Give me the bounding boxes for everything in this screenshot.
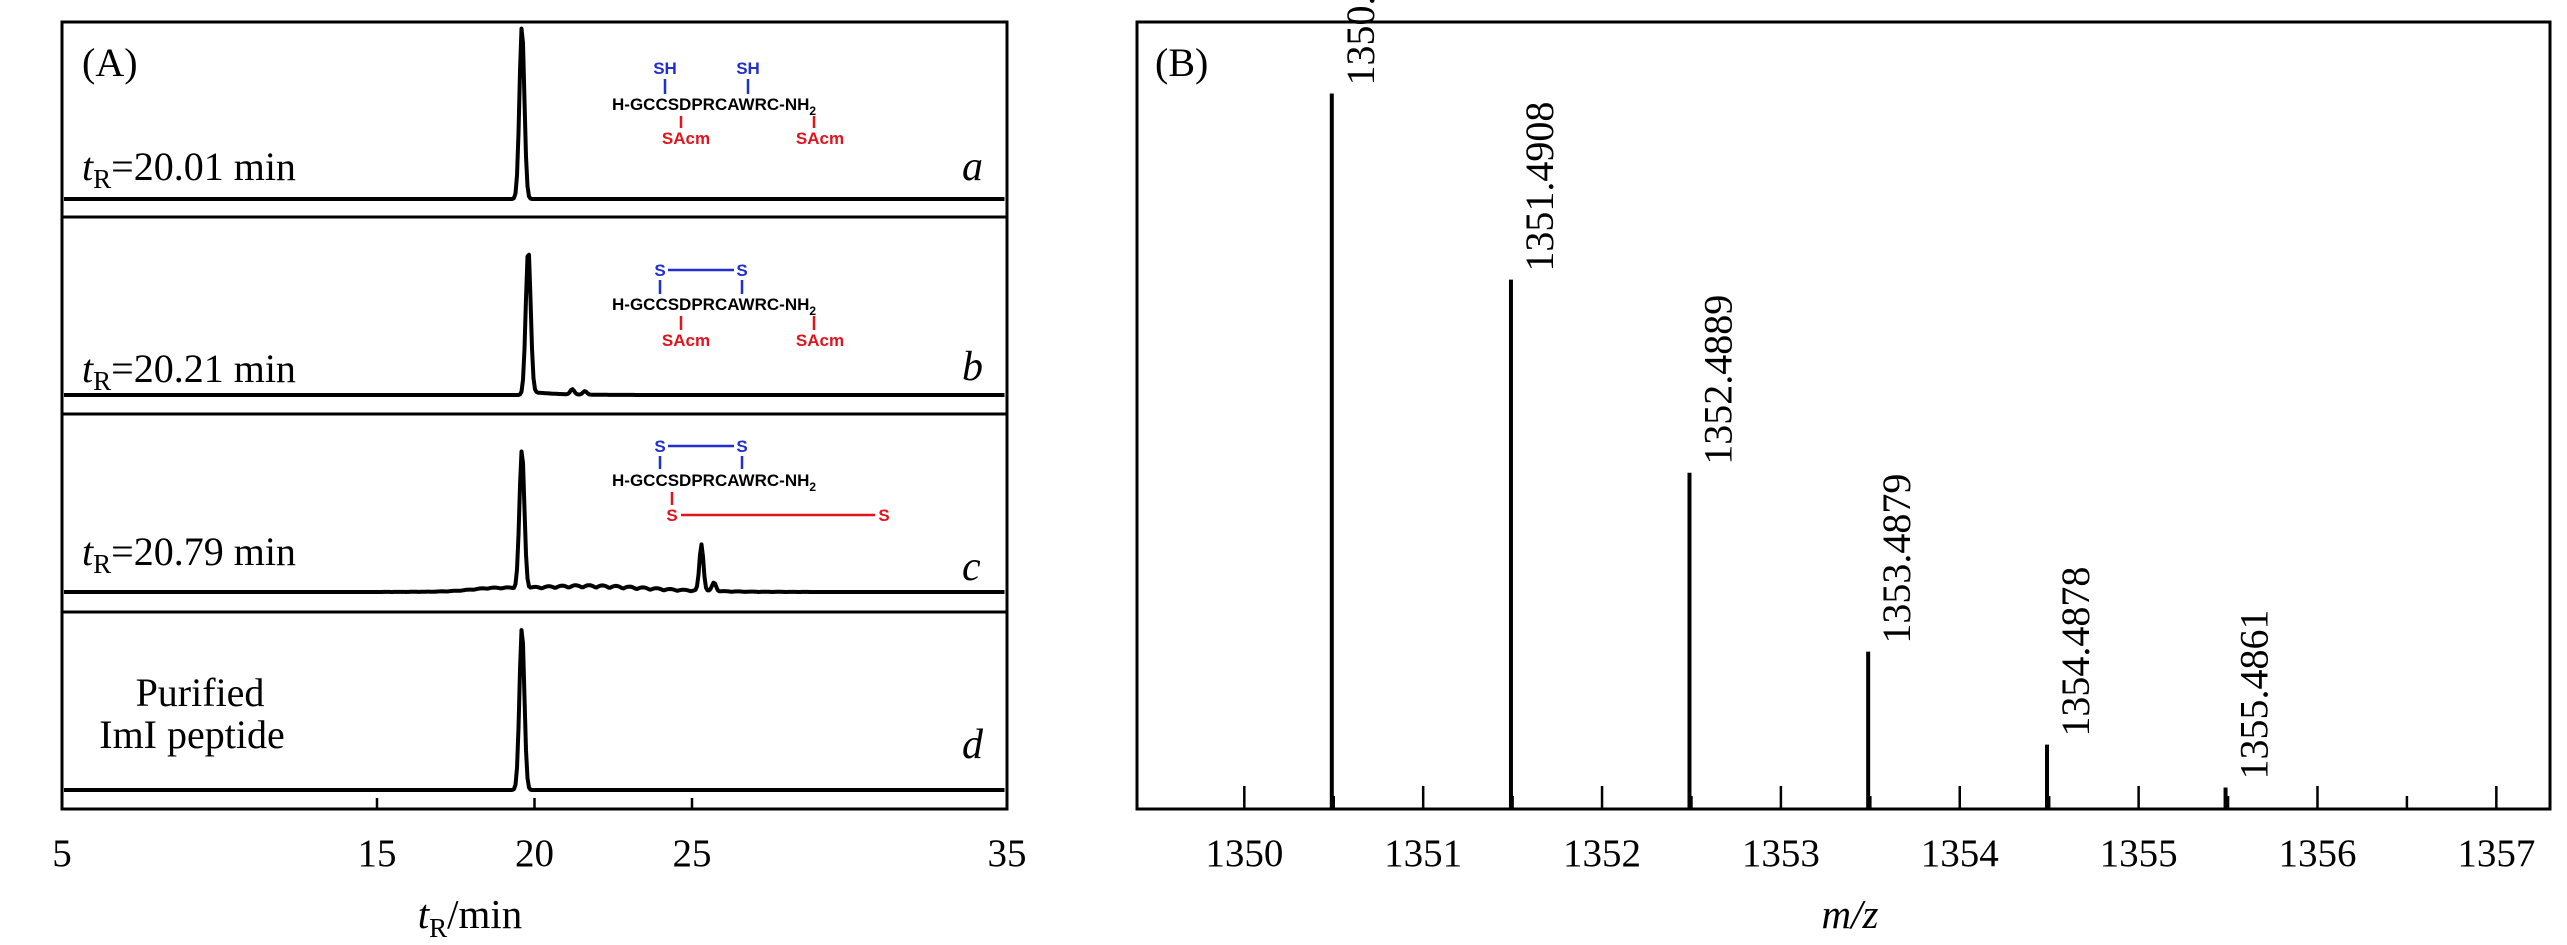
panel-a-x-tick-label: 15 — [358, 832, 397, 875]
structure-b-sacm-2: SAcm — [796, 331, 844, 350]
structure-a-sequence: H-GCCSDPRCAWRC-NH2 — [612, 95, 816, 118]
retention-label-b: tR=20.21 min — [82, 346, 296, 396]
trace-letter-b: b — [962, 344, 983, 390]
structure-c-s-4: S — [878, 506, 889, 525]
panel-b-x-tick-label: 1351 — [1384, 832, 1462, 875]
mass-spectrum-peaks: 1350.4891 1351.4908 1352.4889 1353.4879 1354… — [1329, 0, 2277, 809]
structure-a-sh-2: SH — [736, 59, 760, 78]
structure-b-s-2: S — [736, 261, 747, 280]
trace-letter-d: d — [962, 722, 984, 768]
structure-c: S S H-GCCSDPRCAWRC-NH2 S S — [612, 437, 890, 525]
panel-b-x-tick-label: 1353 — [1742, 832, 1820, 875]
panel-b-x-tick-label: 1350 — [1205, 832, 1283, 875]
retention-label-a: tR=20.01 min — [82, 144, 296, 194]
structure-b-sacm-1: SAcm — [662, 331, 710, 350]
panel-b-x-tick-label: 1356 — [2278, 832, 2356, 875]
ms-peak-label: 1350.4891 — [1338, 0, 1383, 86]
panel-b-tag: (B) — [1155, 40, 1208, 85]
panel-b-x-tick-label: 1357 — [2457, 832, 2535, 875]
panel-a-x-tick-label: 5 — [52, 832, 72, 875]
structure-b: S S H-GCCSDPRCAWRC-NH2 SAcm SAcm — [612, 261, 844, 350]
ms-peak-label: 1354.4878 — [2053, 567, 2098, 737]
chromatogram-traces — [63, 26, 1005, 792]
ms-peak-label: 1352.4889 — [1695, 295, 1740, 465]
panel-b-x-tick-label: 1355 — [2100, 832, 2178, 875]
chromatogram-trace-c — [63, 449, 1005, 594]
structure-a-sh-1: SH — [653, 59, 677, 78]
panel-a-x-tick-label: 35 — [988, 832, 1027, 875]
structure-c-s-1: S — [654, 437, 665, 456]
panel-a-x-tick-label: 20 — [515, 832, 554, 875]
trace-letter-a: a — [962, 144, 983, 190]
purified-label-line1: Purified — [136, 670, 265, 715]
panel-a-x-axis-label: tR/min — [418, 891, 523, 943]
structure-b-sequence: H-GCCSDPRCAWRC-NH2 — [612, 295, 816, 318]
panel-a-tag: (A) — [82, 40, 138, 85]
purified-label-line2: ImI peptide — [99, 712, 285, 757]
panel-b-x-tick-label: 1352 — [1563, 832, 1641, 875]
panel-b-x-ticks: 1350 1351 1352 1353 1354 1355 1356 1357 — [1205, 786, 2535, 875]
structure-c-sequence: H-GCCSDPRCAWRC-NH2 — [612, 471, 816, 494]
structure-a-sacm-1: SAcm — [662, 129, 710, 148]
structure-c-s-2: S — [736, 437, 747, 456]
structure-c-s-3: S — [666, 506, 677, 525]
trace-letter-c: c — [962, 544, 981, 590]
ms-peak-label: 1353.4879 — [1874, 474, 1919, 644]
panel-b-x-axis-label: m/z — [1822, 891, 1879, 937]
structure-a-sacm-2: SAcm — [796, 129, 844, 148]
panel-a-x-tick-label: 25 — [673, 832, 712, 875]
structure-a: SH SH H-GCCSDPRCAWRC-NH2 SAcm SAcm — [612, 59, 844, 148]
panel-a-x-ticks: 5 15 20 25 35 — [52, 798, 1027, 875]
chromatogram-trace-a — [63, 26, 1005, 201]
structure-b-s-1: S — [654, 261, 665, 280]
panel-a: (A) 5 15 20 25 35 tR=20.01 min tR=20.21 min … — [52, 20, 1027, 943]
chromatogram-trace-b — [63, 252, 1005, 397]
ms-peak-label: 1355.4861 — [2232, 610, 2277, 780]
panel-b: (B) 1350.4891 1351.4908 1352.4889 1353.4879… — [1135, 0, 2552, 937]
panel-b-x-tick-label: 1354 — [1921, 832, 1999, 875]
chromatogram-trace-d — [63, 628, 1005, 792]
panel-b-frame — [1135, 20, 2552, 811]
retention-label-c: tR=20.79 min — [82, 529, 296, 579]
ms-peak-label: 1351.4908 — [1517, 102, 1562, 272]
